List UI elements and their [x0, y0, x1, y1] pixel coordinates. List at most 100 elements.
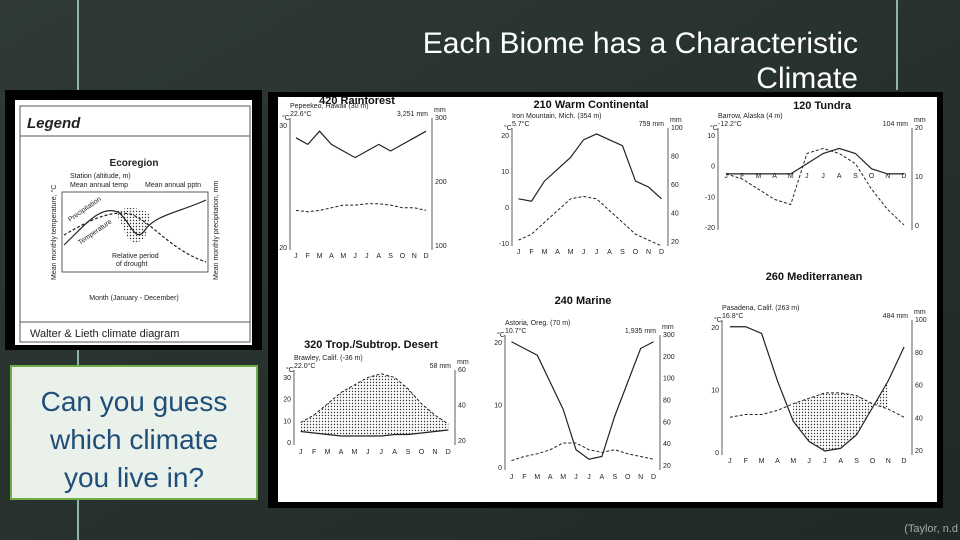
- month-label: M: [351, 449, 357, 456]
- month-label: S: [854, 458, 859, 465]
- citation: (Taylor, n.d: [904, 523, 958, 535]
- month-label: A: [392, 449, 397, 456]
- month-label: J: [595, 249, 599, 256]
- diagram-title: 120 Tundra: [793, 100, 852, 112]
- tick-label: 20: [711, 325, 719, 332]
- month-label: N: [432, 449, 437, 456]
- unit: mm: [914, 117, 926, 124]
- legend-axes: [61, 191, 209, 273]
- station: Iron Mountain, Mich. (354 m): [512, 113, 601, 120]
- tick-label: 100: [671, 125, 683, 132]
- tick-label: 10: [711, 388, 719, 395]
- month-label: N: [886, 458, 891, 465]
- tick-label: 40: [458, 403, 466, 410]
- mean-temp: 22.6°C: [290, 110, 311, 118]
- month-label: S: [388, 253, 393, 260]
- unit: °C: [282, 114, 290, 122]
- tick-label: 20: [283, 397, 291, 404]
- precip-curve: [726, 147, 904, 175]
- tick-label: 100: [663, 376, 675, 383]
- month-label: S: [620, 249, 625, 256]
- month-label: J: [823, 458, 827, 465]
- tick-label: 30: [279, 123, 287, 130]
- month-label: M: [788, 173, 794, 180]
- station: Astoria, Oreg. (70 m): [505, 320, 570, 327]
- tick-label: 20: [279, 245, 287, 252]
- precip-curve: [729, 326, 905, 452]
- legend-text: Mean annual pptn: [145, 182, 201, 189]
- month-label: M: [790, 458, 796, 465]
- station: Pasadena, Calif. (263 m): [722, 305, 799, 312]
- tick-label: -20: [705, 225, 715, 232]
- month-label: M: [568, 249, 574, 256]
- precip-curve: [518, 133, 662, 202]
- diagram-title: 420 Rainforest: [319, 95, 395, 107]
- month-label: A: [607, 249, 612, 256]
- unit: °C: [497, 331, 505, 339]
- month-label: D: [902, 458, 907, 465]
- month-label: J: [366, 449, 370, 456]
- tick-label: 300: [435, 115, 447, 122]
- legend-border: [19, 105, 251, 343]
- month-label: M: [317, 253, 323, 260]
- month-label: S: [612, 474, 617, 481]
- month-label: J: [728, 458, 732, 465]
- question-text: you live in?: [64, 462, 204, 493]
- month-label: D: [651, 474, 656, 481]
- diagram-title: 260 Mediterranean: [766, 271, 863, 283]
- unit: mm: [670, 117, 682, 124]
- tick-label: 100: [435, 243, 447, 250]
- drought-area: [793, 380, 889, 451]
- unit: mm: [914, 309, 926, 316]
- tick-label: 100: [915, 317, 927, 324]
- tick-label: 10: [707, 133, 715, 140]
- tick-label: 60: [915, 383, 923, 390]
- mean-precip: 1,935 mm: [625, 328, 656, 335]
- temp-curve: [63, 212, 207, 263]
- month-label: S: [853, 173, 858, 180]
- mean-temp: 5.7°C: [512, 120, 530, 128]
- month-label: A: [775, 458, 780, 465]
- month-label: O: [419, 449, 425, 456]
- month-label: A: [376, 253, 381, 260]
- unit: °C: [286, 366, 294, 374]
- month-label: F: [522, 474, 526, 481]
- month-label: O: [870, 458, 876, 465]
- month-label: S: [406, 449, 411, 456]
- tick-label: 40: [671, 211, 679, 218]
- tick-label: 0: [505, 205, 509, 212]
- month-label: J: [587, 474, 591, 481]
- legend-text: Station (altitude, m): [70, 173, 131, 180]
- legend-text: Mean monthly temperature, °C: [50, 185, 58, 280]
- month-label: N: [412, 253, 417, 260]
- tick-label: 80: [663, 398, 671, 405]
- tick-label: 40: [663, 441, 671, 448]
- mean-precip: 759 mm: [639, 121, 664, 128]
- tick-label: 0: [915, 223, 919, 230]
- month-label: A: [555, 249, 560, 256]
- tick-label: 20: [663, 463, 671, 470]
- month-label: N: [646, 249, 651, 256]
- diagram-title: 240 Marine: [555, 295, 612, 307]
- month-label: N: [638, 474, 643, 481]
- tick-label: 80: [671, 154, 679, 161]
- month-label: A: [600, 474, 605, 481]
- mean-precip: 58 mm: [430, 363, 452, 370]
- month-label: M: [340, 253, 346, 260]
- month-label: A: [772, 173, 777, 180]
- legend-text: Mean monthly precipitation, mm: [213, 181, 220, 280]
- month-label: F: [529, 249, 533, 256]
- mean-temp: -12.2°C: [718, 120, 742, 128]
- legend-caption: Walter & Lieth climate diagram: [30, 328, 179, 340]
- month-label: F: [740, 173, 744, 180]
- legend-text: Mean annual temp: [70, 182, 128, 189]
- tick-label: 0: [498, 465, 502, 472]
- unit: °C: [714, 316, 722, 324]
- legend-text: of drought: [116, 261, 148, 268]
- month-label: O: [400, 253, 406, 260]
- legend-text: Month (January - December): [89, 295, 178, 302]
- month-label: F: [312, 449, 316, 456]
- month-label: M: [325, 449, 331, 456]
